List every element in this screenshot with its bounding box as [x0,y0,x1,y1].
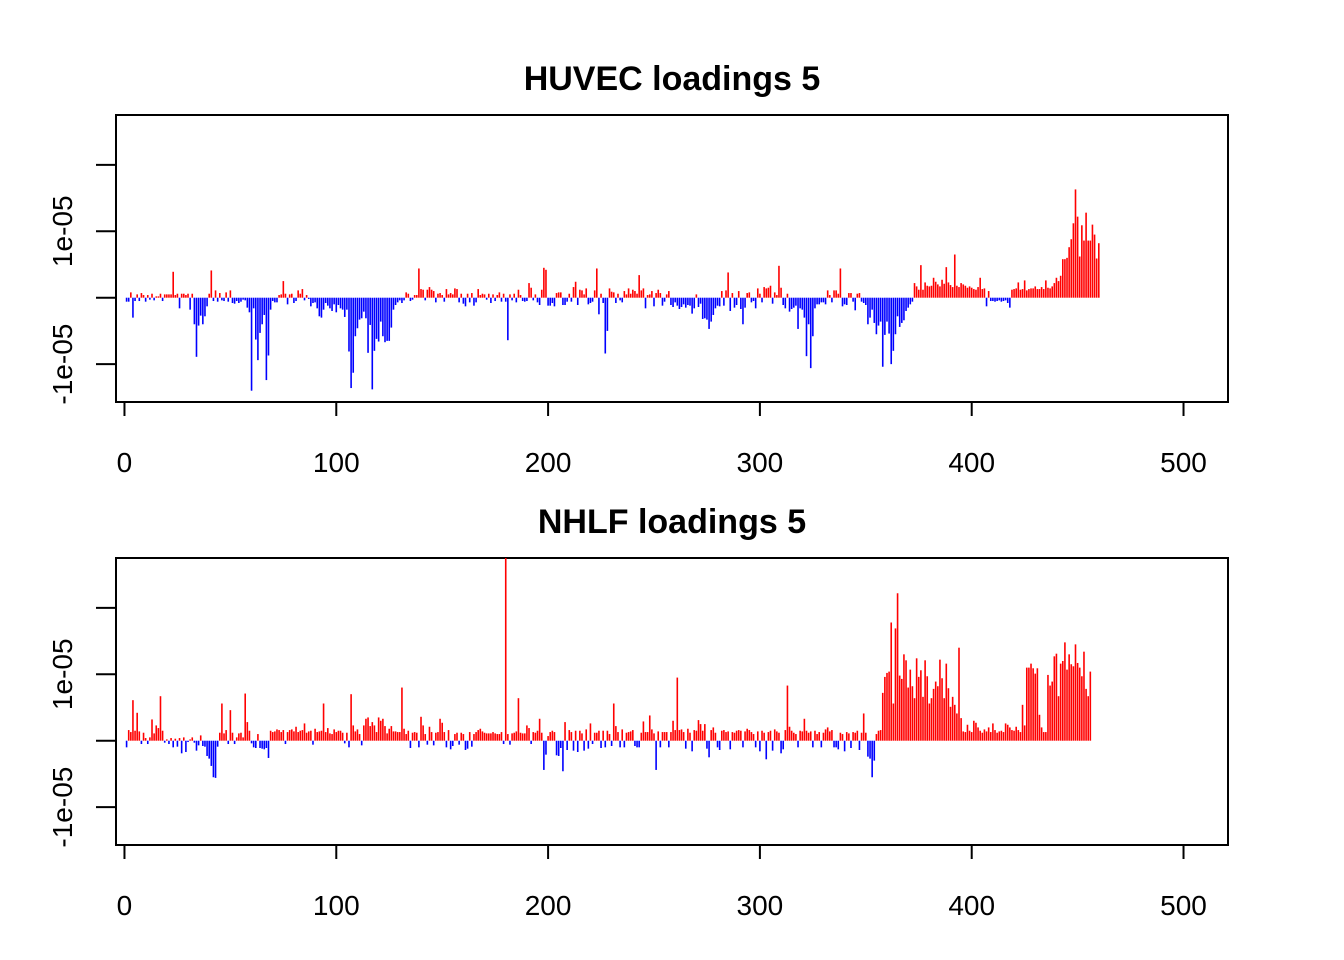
x-axis: 0 100 200 300 400 500 [117,401,1207,478]
x-tick-label: 500 [1160,890,1207,921]
x-tick-label: 500 [1160,447,1207,478]
x-tick-label: 400 [948,890,995,921]
x-axis: 0 100 200 300 400 500 [117,844,1207,921]
x-tick-label: 300 [737,447,784,478]
chart-title: HUVEC loadings 5 [524,60,821,98]
bar-series [125,189,1100,391]
y-axis: -1e-05 1e-05 [47,606,117,848]
y-tick-label: -1e-05 [47,324,78,405]
panel-huvec: HUVEC loadings 5 0 100 200 300 400 500 -1e-05… [47,60,1229,478]
x-tick-label: 200 [525,890,572,921]
bar-series [125,558,1092,778]
plot-frame [115,114,1229,403]
x-tick-label: 300 [737,890,784,921]
y-tick-label: 1e-05 [47,195,78,267]
chart-title: NHLF loadings 5 [538,503,806,541]
x-tick-label: 100 [313,890,360,921]
y-tick-label: -1e-05 [47,767,78,848]
y-axis: -1e-05 1e-05 [47,163,117,405]
x-tick-label: 200 [525,447,572,478]
x-tick-label: 0 [117,447,133,478]
x-tick-label: 0 [117,890,133,921]
y-tick-label: 1e-05 [47,638,78,710]
x-tick-label: 100 [313,447,360,478]
x-tick-label: 400 [948,447,995,478]
panel-nhlf: NHLF loadings 5 0 100 200 300 400 500 -1e-05 1… [47,503,1229,921]
